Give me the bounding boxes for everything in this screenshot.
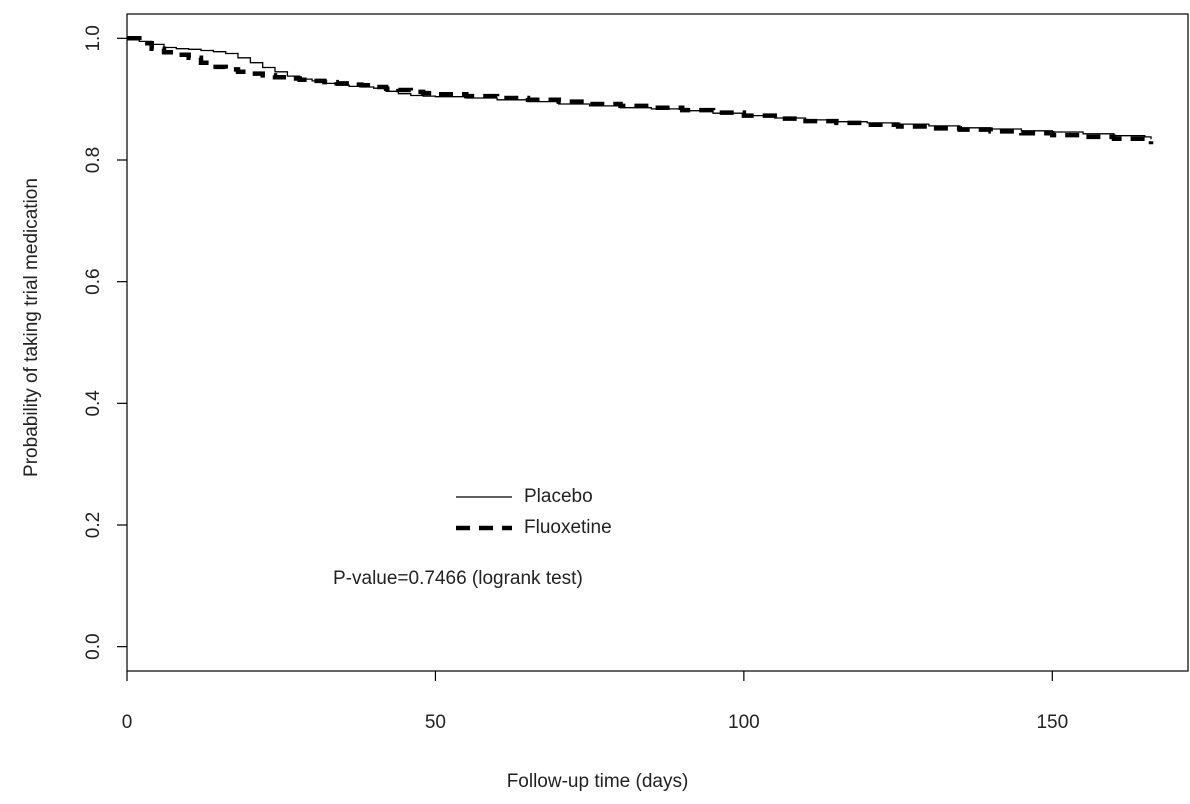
y-tick-label: 0.8 bbox=[83, 147, 104, 173]
x-axis-ticks: 0 50 100 150 bbox=[122, 671, 1068, 733]
y-tick-label: 0.0 bbox=[83, 633, 104, 659]
y-axis-title: Probability of taking trial medication bbox=[21, 178, 42, 477]
plot-frame bbox=[126, 13, 1189, 672]
series-line-placebo bbox=[127, 37, 1152, 140]
x-tick-label: 50 bbox=[425, 712, 446, 733]
x-tick-label: 100 bbox=[728, 712, 760, 733]
series-line-fluoxetine bbox=[127, 36, 1154, 145]
legend-label-placebo: Placebo bbox=[524, 486, 593, 507]
y-tick-label: 1.0 bbox=[83, 25, 104, 51]
series-layer bbox=[127, 36, 1154, 145]
y-tick-label: 0.2 bbox=[83, 512, 104, 538]
legend-label-fluoxetine: Fluoxetine bbox=[524, 517, 612, 538]
x-tick-label: 150 bbox=[1036, 712, 1068, 733]
x-axis-title: Follow-up time (days) bbox=[507, 771, 689, 792]
p-value-annotation: P-value=0.7466 (logrank test) bbox=[333, 568, 583, 589]
x-tick-label: 0 bbox=[122, 712, 133, 733]
y-axis-ticks: 0.0 0.2 0.4 0.6 0.8 1.0 bbox=[83, 25, 127, 660]
y-tick-label: 0.6 bbox=[83, 268, 104, 294]
y-tick-label: 0.4 bbox=[83, 390, 104, 417]
legend: Placebo Fluoxetine bbox=[456, 486, 612, 538]
